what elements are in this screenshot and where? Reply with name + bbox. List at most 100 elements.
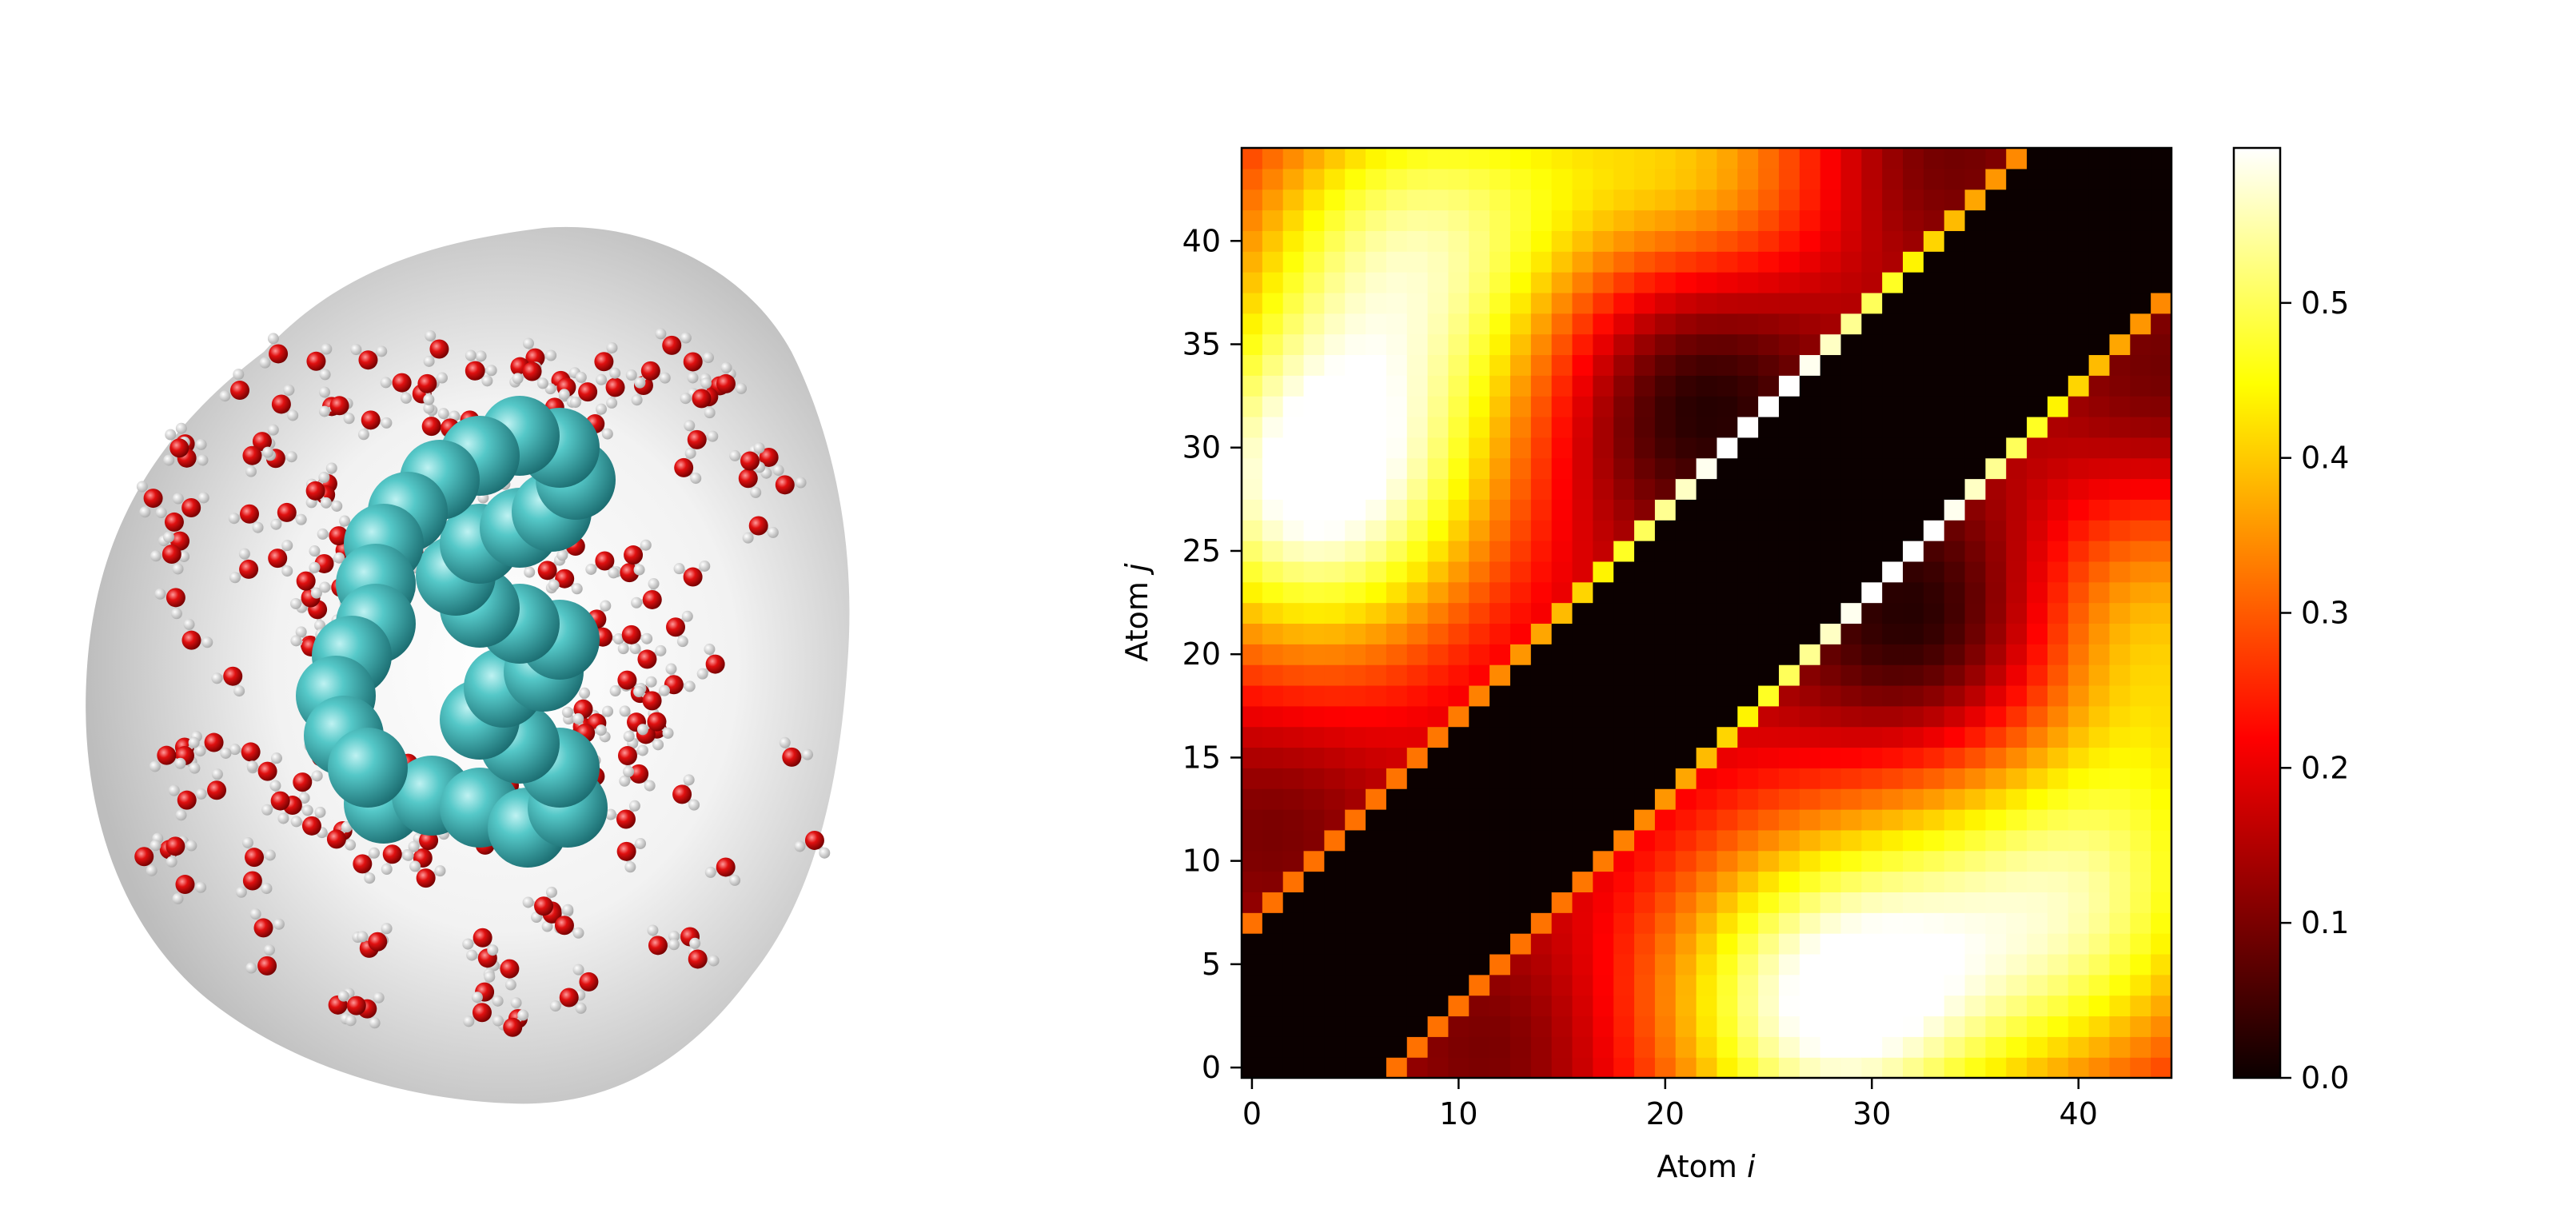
- heatmap-cell: [2088, 892, 2111, 913]
- heatmap-cell: [1427, 912, 1449, 934]
- heatmap-cell: [1530, 416, 1553, 438]
- heatmap-cell: [1903, 809, 1924, 831]
- heatmap-cell: [1820, 788, 1842, 810]
- heatmap-cell: [1366, 333, 1387, 356]
- heatmap-cell: [2027, 251, 2048, 273]
- heatmap-cell: [1923, 995, 1945, 1017]
- heatmap-cell: [1282, 313, 1305, 335]
- heatmap-cell: [1345, 251, 1366, 273]
- heatmap-cell: [1572, 644, 1593, 665]
- heatmap-cell: [1489, 251, 1511, 273]
- heatmap-cell: [1717, 520, 1738, 541]
- water-molecule: [150, 544, 184, 575]
- heatmap-cell: [1903, 457, 1924, 480]
- heatmap-cell: [1386, 705, 1408, 728]
- heatmap-cell: [1345, 541, 1366, 562]
- heatmap-cell: [1530, 148, 1553, 170]
- heatmap-cell: [1840, 292, 1862, 314]
- water-molecule: [134, 840, 161, 876]
- heatmap-cell: [1758, 148, 1780, 170]
- heatmap-cell: [1820, 581, 1842, 604]
- colorbar-tick-label: 0.5: [2301, 285, 2349, 321]
- heatmap-cell: [1882, 871, 1904, 892]
- heatmap-cell: [2130, 892, 2151, 913]
- heatmap-cell: [1654, 705, 1677, 728]
- heatmap-cell: [1882, 995, 1904, 1017]
- heatmap-cell: [1530, 272, 1553, 293]
- heatmap-cell: [1489, 788, 1511, 810]
- heatmap-cell: [1882, 1015, 1904, 1037]
- heatmap-cell: [2151, 829, 2172, 852]
- heatmap-cell: [1593, 313, 1614, 335]
- heatmap-cell: [1242, 499, 1263, 521]
- heatmap-cell: [1469, 396, 1490, 417]
- heatmap-cell: [1654, 953, 1677, 976]
- heatmap-cell: [1717, 892, 1738, 913]
- heatmap-cell: [2109, 747, 2131, 768]
- heatmap-cell: [1923, 230, 1945, 252]
- heatmap-cell: [1469, 230, 1490, 252]
- heatmap-cell: [2109, 313, 2131, 335]
- heatmap-cell: [1489, 705, 1511, 728]
- water-molecule: [235, 871, 273, 898]
- heatmap-cell: [1840, 912, 1862, 934]
- heatmap-cell: [1820, 953, 1842, 976]
- heatmap-cell: [2047, 892, 2069, 913]
- heatmap-cell: [1448, 292, 1469, 314]
- heatmap-cell: [1717, 995, 1738, 1017]
- heatmap-cell: [1530, 292, 1553, 314]
- heatmap-cell: [2088, 623, 2111, 644]
- heatmap-cell: [1944, 499, 1966, 521]
- heatmap-cell: [1923, 313, 1945, 335]
- heatmap-cell: [1551, 747, 1573, 768]
- heatmap-cell: [1427, 375, 1449, 397]
- heatmap-cell: [1530, 168, 1553, 190]
- heatmap-cell: [1799, 396, 1821, 417]
- heatmap-cell: [1964, 230, 1986, 252]
- heatmap-cell: [1861, 768, 1883, 789]
- heatmap-cell: [1613, 953, 1635, 976]
- heatmap-cell: [1882, 375, 1904, 397]
- heatmap-cell: [2088, 953, 2111, 976]
- heatmap-cell: [1242, 478, 1263, 500]
- heatmap-cell: [1303, 726, 1325, 748]
- heatmap-cell: [2068, 396, 2090, 417]
- heatmap-cell: [1282, 396, 1305, 417]
- water-molecule: [316, 821, 353, 849]
- heatmap-cell: [1593, 189, 1614, 211]
- heatmap-cell: [1593, 684, 1614, 707]
- heatmap-cell: [2027, 809, 2048, 831]
- heatmap-cell: [1406, 1036, 1429, 1058]
- heatmap-cell: [1386, 829, 1408, 852]
- heatmap-cell: [2151, 478, 2172, 500]
- heatmap-cell: [1882, 850, 1904, 872]
- heatmap-cell: [1572, 1036, 1593, 1058]
- heatmap-cell: [1717, 375, 1738, 397]
- heatmap-cell: [1593, 1036, 1614, 1058]
- heatmap-cell: [1406, 541, 1429, 562]
- heatmap-cell: [1530, 581, 1553, 604]
- heatmap-cell: [1654, 1015, 1677, 1037]
- heatmap-cell: [1303, 437, 1325, 459]
- heatmap-cell: [1530, 705, 1553, 728]
- heatmap-cell: [1675, 354, 1697, 376]
- heatmap-cell: [1820, 333, 1842, 356]
- heatmap-cell: [2047, 209, 2069, 231]
- heatmap-cell: [1717, 251, 1738, 273]
- y-tick-label: 35: [1182, 327, 1221, 362]
- heatmap-cell: [1593, 520, 1614, 541]
- heatmap-cell: [1469, 520, 1490, 541]
- heatmap-cell: [1964, 705, 1986, 728]
- heatmap-cell: [1675, 457, 1697, 480]
- heatmap-cell: [2006, 726, 2028, 748]
- heatmap-cell: [1944, 168, 1966, 190]
- heatmap-cell: [1654, 272, 1677, 293]
- heatmap-cell: [1530, 726, 1553, 748]
- heatmap-cell: [1593, 705, 1614, 728]
- heatmap-cell: [1469, 850, 1490, 872]
- heatmap-cell: [2130, 850, 2151, 872]
- heatmap-cell: [1799, 850, 1821, 872]
- heatmap-cell: [1551, 478, 1573, 500]
- heatmap-cell: [1324, 912, 1346, 934]
